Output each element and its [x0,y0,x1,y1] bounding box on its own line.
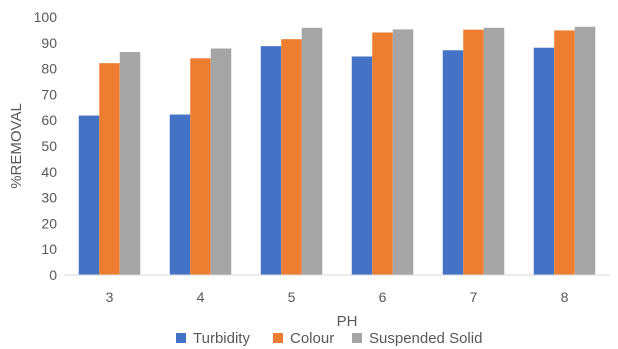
bar-suspended-solid-ph-4 [210,48,232,276]
legend: Turbidity Colour Suspended Solid [176,330,482,347]
bar-turbidity-ph-3 [78,115,100,275]
bar-colour-ph-8 [554,30,575,275]
y-tick-label: 10 [41,241,57,257]
x-axis-title: PH [337,313,358,330]
y-tick-label: 100 [34,9,58,25]
x-tick-label: 6 [379,289,387,305]
y-tick-label: 80 [41,61,57,77]
legend-label-turbidity: Turbidity [193,330,250,347]
bar-colour-ph-6 [372,32,393,276]
bar-suspended-solid-ph-6 [392,29,414,275]
bar-colour-ph-5 [281,39,302,275]
bar-colour-ph-3 [99,63,120,275]
y-tick-label: 60 [41,112,57,128]
y-axis-ticks: 0 10 20 30 40 50 60 70 80 90 100 [34,9,58,283]
x-axis-ticks: 3 4 5 6 7 8 [106,289,569,305]
x-tick-label: 7 [470,289,478,305]
bar-series-group [78,26,596,276]
y-tick-label: 30 [41,190,57,206]
x-tick-label: 3 [106,289,114,305]
bar-suspended-solid-ph-5 [301,27,323,276]
bar-suspended-solid-ph-7 [483,27,505,276]
legend-label-suspended-solid: Suspended Solid [369,330,482,347]
y-tick-label: 50 [41,138,57,154]
legend-swatch-suspended-solid [352,333,362,343]
bar-turbidity-ph-5 [260,46,282,276]
bar-suspended-solid-ph-8 [574,26,596,275]
bar-turbidity-ph-6 [351,56,373,275]
x-tick-label: 8 [561,289,569,305]
y-axis-title: %REMOVAL [8,103,25,189]
legend-swatch-colour [273,333,283,343]
y-tick-label: 0 [49,267,57,283]
y-tick-label: 70 [41,86,57,102]
bar-turbidity-ph-8 [533,47,555,276]
y-tick-label: 20 [41,215,57,231]
legend-label-colour: Colour [290,330,334,347]
bar-turbidity-ph-7 [442,50,464,276]
bar-colour-ph-4 [190,58,211,275]
bar-colour-ph-7 [463,29,484,276]
y-tick-label: 90 [41,35,57,51]
legend-swatch-turbidity [176,333,186,343]
y-tick-label: 40 [41,164,57,180]
bar-suspended-solid-ph-3 [119,52,141,276]
bar-turbidity-ph-4 [169,114,191,275]
x-tick-label: 4 [197,289,205,305]
x-tick-label: 5 [288,289,296,305]
